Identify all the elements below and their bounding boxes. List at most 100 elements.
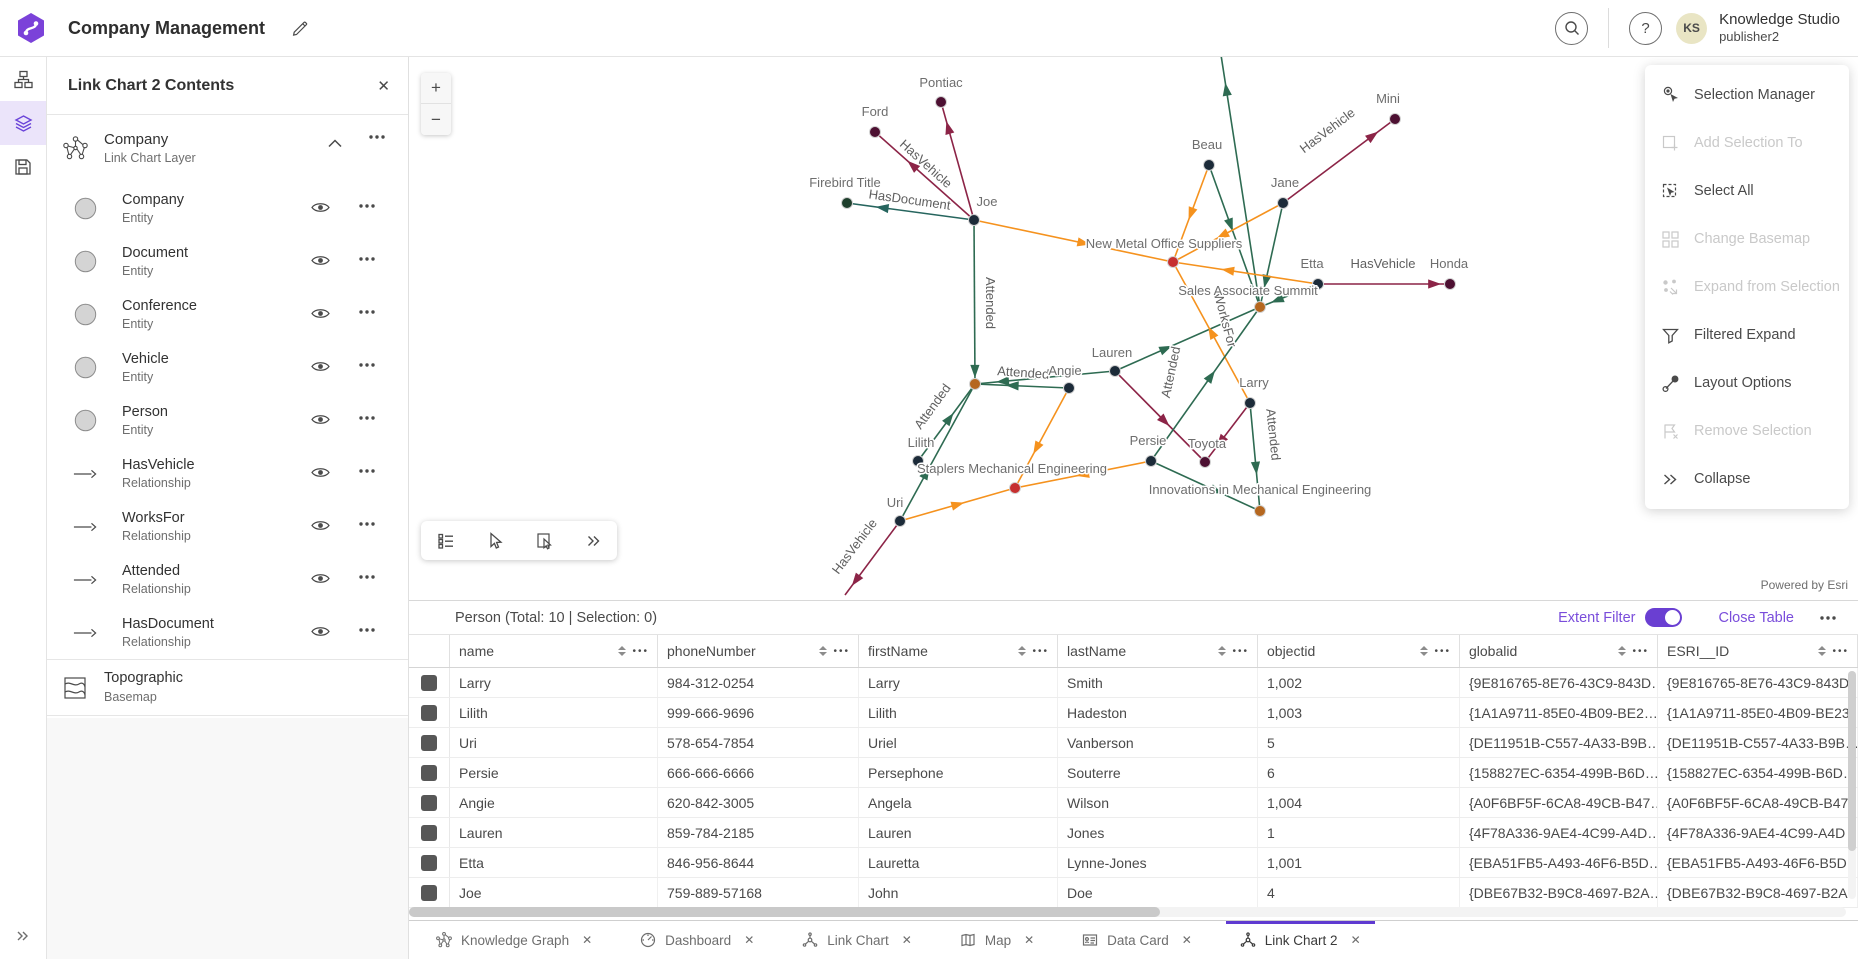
graph-node-beau[interactable] [1203,159,1215,171]
scrollbar-thumb[interactable] [1848,671,1856,851]
tab-close-icon[interactable]: ✕ [582,933,593,947]
select-cursor-icon[interactable] [487,531,503,550]
table-row[interactable]: Etta 846-956-8644 Lauretta Lynne-Jones 1,001… [409,848,1858,878]
zoom-in-button[interactable]: + [421,73,451,104]
layer-item-attended[interactable]: Attended Relationship [47,553,408,606]
column-menu-icon[interactable]: ••• [1832,645,1849,657]
item-options-icon[interactable] [359,363,375,367]
graph-node-jane[interactable] [1277,197,1289,209]
help-icon[interactable]: ? [1629,11,1663,45]
table-row[interactable]: Angie 620-842-3005 Angela Wilson 1,004 {A0F6B… [409,788,1858,818]
tab-map[interactable]: Map ✕ [952,921,1042,959]
graph-node-pontiac[interactable] [935,96,947,108]
graph-edge-hasvehicle[interactable] [874,131,975,221]
visibility-eye-icon[interactable] [311,307,330,320]
close-panel-icon[interactable]: ✕ [377,77,390,95]
row-checkbox[interactable] [421,704,437,721]
row-checkbox[interactable] [421,824,437,841]
row-checkbox[interactable] [421,854,437,871]
graph-node-firebird[interactable] [841,197,853,209]
item-options-icon[interactable] [359,575,375,579]
zoom-out-button[interactable]: − [421,104,451,135]
sort-icon[interactable] [1218,646,1227,656]
link-chart-layer-row[interactable]: Company Link Chart Layer [47,115,408,182]
graph-node-persie[interactable] [1145,455,1157,467]
item-options-icon[interactable] [359,310,375,314]
row-checkbox[interactable] [421,674,437,691]
column-header-phonenumber[interactable]: phoneNumber ••• [658,635,859,667]
layer-item-conference[interactable]: Conference Entity [47,288,408,341]
visibility-eye-icon[interactable] [311,466,330,479]
graph-edge-hasvehicle[interactable] [1204,402,1251,463]
sort-icon[interactable] [618,646,627,656]
sort-icon[interactable] [1018,646,1027,656]
menu-item-filtered-expand[interactable]: Filtered Expand [1645,311,1849,359]
layer-item-worksfor[interactable]: WorksFor Relationship [47,500,408,553]
column-header-objectid[interactable]: objectid ••• [1258,635,1460,667]
table-row[interactable]: Uri 578-654-7854 Uriel Vanberson 5 {DE11951B-… [409,728,1858,758]
graph-edge-attended[interactable] [974,383,1070,389]
graph-edge-worksfor[interactable] [973,219,1174,263]
graph-edge-attended[interactable] [1150,460,1261,512]
visibility-eye-icon[interactable] [311,519,330,532]
menu-item-selection-manager[interactable]: Selection Manager [1645,71,1849,119]
graph-edge-hasdocument[interactable] [846,202,975,221]
item-options-icon[interactable] [359,257,375,261]
graph-node-confa[interactable] [969,378,981,390]
tab-close-icon[interactable]: ✕ [1181,933,1192,947]
app-logo-icon[interactable] [16,12,46,44]
layer-item-vehicle[interactable]: Vehicle Entity [47,341,408,394]
search-icon[interactable] [1555,11,1589,45]
item-options-icon[interactable] [359,204,375,208]
column-menu-icon[interactable]: ••• [1434,645,1451,657]
graph-edge-attended[interactable] [1259,283,1319,308]
scrollbar-thumb[interactable] [409,907,1160,917]
collapse-layer-icon[interactable] [328,139,342,148]
visibility-eye-icon[interactable] [311,413,330,426]
row-checkbox[interactable] [421,764,437,781]
graph-edge-hasvehicle[interactable] [1114,370,1206,463]
avatar[interactable]: KS [1676,12,1708,44]
graph-edge-attended[interactable] [1208,164,1261,308]
graph-node-etta[interactable] [1312,278,1324,290]
table-row[interactable]: Persie 666-666-6666 Persephone Souterre 6 {15… [409,758,1858,788]
basemap-row[interactable]: Topographic Basemap [47,660,408,716]
column-header-lastname[interactable]: lastName ••• [1058,635,1258,667]
graph-node-ford[interactable] [869,126,881,138]
graph-node-mini[interactable] [1389,113,1401,125]
layer-item-document[interactable]: Document Entity [47,235,408,288]
tab-data-card[interactable]: Data Card ✕ [1074,921,1200,959]
tab-close-icon[interactable]: ✕ [901,933,912,947]
save-icon[interactable] [0,145,46,189]
link-chart-canvas[interactable]: HasVehicle HasDocument Attended Attended Att… [409,57,1858,600]
more-tools-icon[interactable] [586,535,601,547]
graph-edge-attended[interactable] [1249,402,1261,512]
column-menu-icon[interactable]: ••• [833,645,850,657]
row-checkbox[interactable] [421,734,437,751]
table-row[interactable]: Lauren 859-784-2185 Lauren Jones 1 {4F78A336-… [409,818,1858,848]
vertical-scrollbar[interactable] [1848,671,1856,899]
item-options-icon[interactable] [359,628,375,632]
graph-node-lilith[interactable] [912,455,924,467]
user-menu[interactable]: Knowledge Studio publisher2 [1719,11,1840,45]
link-chart-graph[interactable]: HasVehicleHasDocumentAttendedAttendedAtt… [409,57,1858,600]
tab-close-icon[interactable]: ✕ [1024,933,1035,947]
graph-node-newmetal[interactable] [1167,256,1179,268]
graph-edge-hasvehicle[interactable] [1282,118,1396,204]
graph-node-uri[interactable] [894,515,906,527]
graph-node-lauren[interactable] [1109,365,1121,377]
select-rectangle-icon[interactable] [536,532,554,550]
expand-rail-icon[interactable] [0,923,46,949]
visibility-eye-icon[interactable] [311,254,330,267]
row-checkbox[interactable] [421,884,437,901]
graph-node-innovations[interactable] [1254,505,1266,517]
table-options-icon[interactable] [1820,615,1836,620]
column-menu-icon[interactable]: ••• [1632,645,1649,657]
layer-item-hasvehicle[interactable]: HasVehicle Relationship [47,447,408,500]
graph-node-angie[interactable] [1063,382,1075,394]
graph-node-larry[interactable] [1244,397,1256,409]
menu-item-select-all[interactable]: Select All [1645,167,1849,215]
sort-icon[interactable] [1818,646,1827,656]
close-table-button[interactable]: Close Table [1718,609,1794,626]
graph-edge-attended[interactable] [899,383,976,522]
